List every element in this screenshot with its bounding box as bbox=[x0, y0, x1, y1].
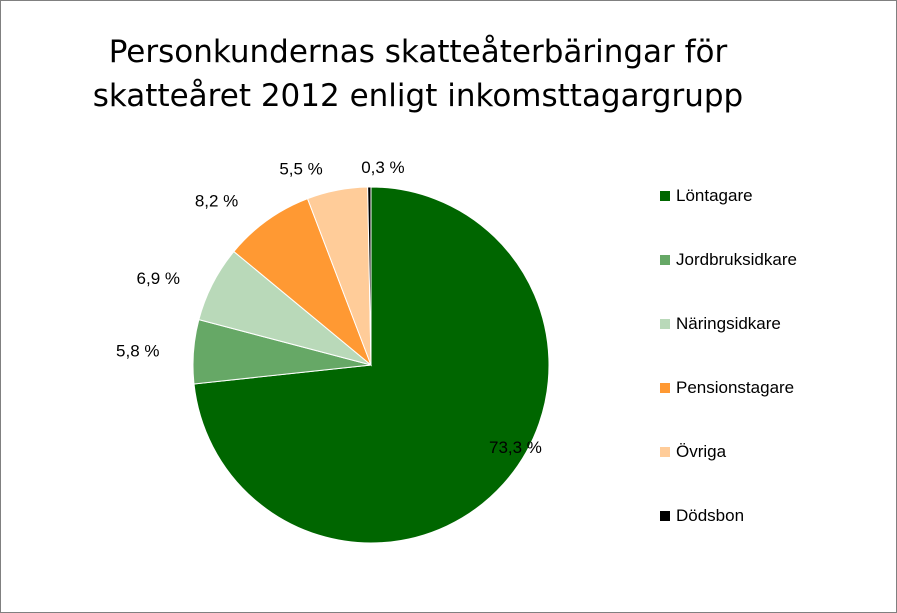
legend-swatch bbox=[660, 383, 670, 393]
legend-item-1: Löntagare bbox=[660, 183, 753, 209]
legend-item-3: Näringsidkare bbox=[660, 311, 781, 337]
legend-swatch bbox=[660, 447, 670, 457]
pie-slice-4 bbox=[233, 198, 373, 367]
data-label-3: 6,9 % bbox=[137, 269, 180, 288]
data-label-1: 73,3 % bbox=[489, 438, 542, 457]
legend-swatch bbox=[660, 255, 670, 265]
legend-label: Jordbruksidkare bbox=[676, 250, 797, 269]
legend-label: Dödsbon bbox=[676, 506, 745, 525]
legend-item-4: Pensionstagare bbox=[660, 375, 794, 401]
legend-swatch bbox=[660, 191, 670, 201]
legend-item-2: Jordbruksidkare bbox=[660, 247, 797, 273]
legend-item-6: Dödsbon bbox=[660, 503, 744, 529]
chart-title-line-1: Personkundernas skatteåterbäringar för bbox=[108, 34, 728, 70]
data-label-5: 5,5 % bbox=[279, 160, 322, 179]
data-label-2: 5,8 % bbox=[116, 342, 159, 361]
legend-label: Övriga bbox=[676, 442, 727, 461]
legend-label: Näringsidkare bbox=[676, 314, 781, 333]
pie-slices bbox=[192, 186, 550, 544]
legend-swatch bbox=[660, 319, 670, 329]
chart-title: Personkundernas skatteåterbäringar för s… bbox=[0, 30, 836, 118]
chart-title-line-2: skatteåret 2012 enligt inkomsttagargrupp bbox=[92, 78, 744, 114]
legend-label: Löntagare bbox=[676, 186, 753, 205]
legend-swatch bbox=[660, 511, 670, 521]
data-label-4: 8,2 % bbox=[195, 192, 238, 211]
legend-item-5: Övriga bbox=[660, 439, 726, 465]
pie-data-labels: 73,3 % 5,8 % 6,9 % 8,2 % 5,5 % 0,3 % bbox=[116, 158, 542, 457]
legend-label: Pensionstagare bbox=[676, 378, 795, 397]
pie-slice-6 bbox=[367, 186, 372, 366]
data-label-6: 0,3 % bbox=[361, 158, 404, 177]
